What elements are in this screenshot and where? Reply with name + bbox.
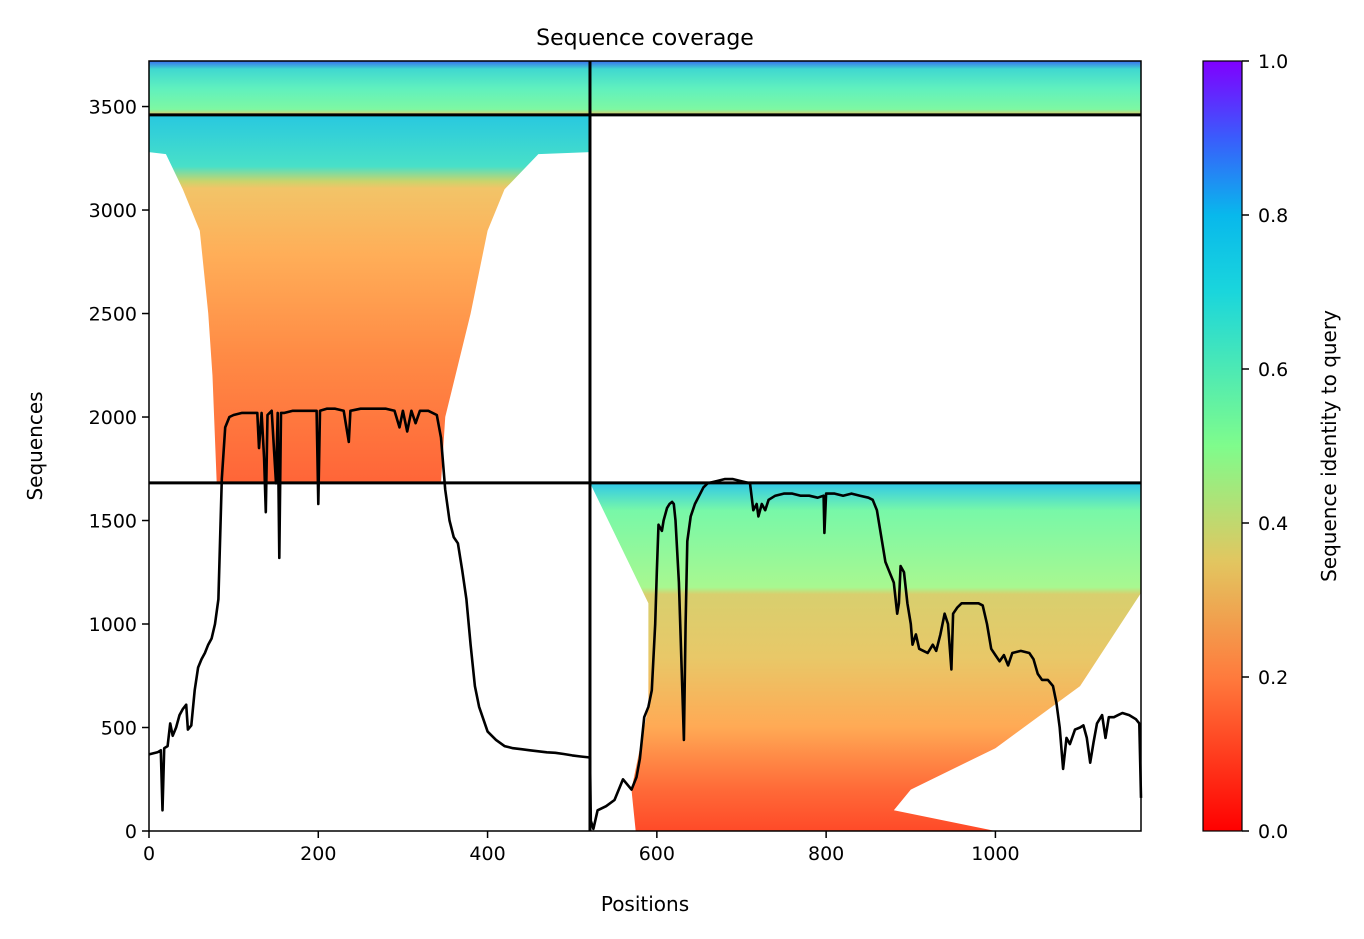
colorbar-tick: 1.0 (1242, 51, 1288, 73)
y-tick: 3500 (89, 97, 149, 119)
colorbar-gradient (1202, 60, 1243, 832)
colorbar-tick: 0.4 (1242, 513, 1288, 535)
coverage-line-path (148, 407, 1143, 831)
x-tick: 1000 (971, 831, 1020, 865)
colorbar-label: Sequence identity to query (1317, 310, 1341, 582)
y-tick-label: 3500 (89, 97, 137, 119)
coverage-block (589, 482, 1141, 831)
y-tick: 2000 (89, 407, 149, 429)
x-tick-label: 400 (469, 843, 505, 865)
y-tick: 1000 (89, 614, 149, 636)
block-dividers (149, 61, 1141, 831)
plot-frame (148, 60, 1142, 832)
y-tick-label: 1000 (89, 614, 137, 636)
y-tick-label: 1500 (89, 511, 137, 533)
x-tick-label: 200 (300, 843, 336, 865)
colorbar-tick-label: 0.6 (1258, 359, 1288, 381)
y-tick-label: 2000 (89, 407, 137, 429)
y-axis-label: Sequences (23, 391, 47, 500)
x-tick: 0 (143, 831, 155, 865)
y-tick: 2500 (89, 304, 149, 326)
chart-title: Sequence coverage (536, 26, 754, 51)
colorbar-tick: 0.8 (1242, 205, 1288, 227)
colorbar: 0.0 0.2 0.4 0.6 0.8 1.0 Sequence identity to … (1202, 51, 1341, 843)
colorbar-tick-label: 0.0 (1258, 821, 1288, 843)
coverage-line (148, 407, 1143, 831)
colorbar-tick-label: 1.0 (1258, 51, 1288, 73)
coverage-block (149, 114, 590, 483)
colorbar-tick: 0.2 (1242, 667, 1288, 689)
y-tick-label: 0 (125, 821, 137, 843)
coverage-heatmap (149, 61, 1141, 831)
colorbar-tick-label: 0.8 (1258, 205, 1288, 227)
x-tick-label: 0 (143, 843, 155, 865)
y-tick-label: 500 (101, 718, 137, 740)
colorbar-tick-label: 0.4 (1258, 513, 1288, 535)
x-tick: 400 (469, 831, 506, 865)
y-tick-label: 2500 (89, 304, 137, 326)
x-axis-label: Positions (601, 892, 689, 916)
x-tick-label: 800 (808, 843, 844, 865)
y-tick: 3000 (89, 200, 149, 222)
coverage-block (149, 61, 590, 115)
x-axis: 0 200 400 600 800 1000 (143, 831, 1020, 865)
y-tick: 1500 (89, 511, 149, 533)
coverage-block (589, 61, 1141, 115)
x-tick: 200 (300, 831, 336, 865)
x-tick-label: 600 (639, 843, 675, 865)
x-tick-label: 1000 (971, 843, 1019, 865)
y-tick: 0 (125, 821, 149, 843)
colorbar-tick: 0.0 (1242, 821, 1288, 843)
x-tick: 600 (639, 831, 675, 865)
y-tick: 500 (101, 718, 149, 740)
y-axis: 0 500 1000 1500 2000 2500 3000 3500 (89, 97, 149, 843)
colorbar-ticks: 0.0 0.2 0.4 0.6 0.8 1.0 (1242, 51, 1288, 843)
y-tick-label: 3000 (89, 200, 137, 222)
colorbar-tick-label: 0.2 (1258, 667, 1288, 689)
x-tick: 800 (808, 831, 844, 865)
colorbar-tick: 0.6 (1242, 359, 1288, 381)
